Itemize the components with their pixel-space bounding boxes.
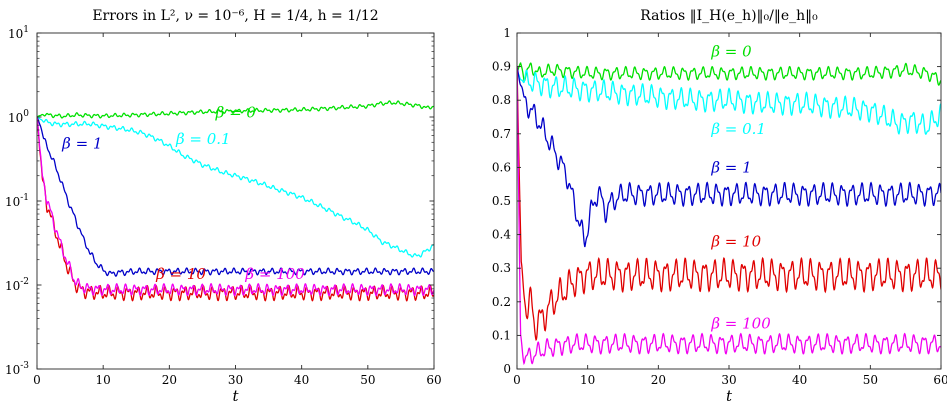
ratios-series-label-2: β = 1 (710, 158, 751, 176)
ratios-series-group (517, 62, 941, 366)
ratios-x-axis-label: t (726, 387, 733, 405)
errors-axes: 0 10 20 30 40 50 60 10-3 10-2 10-1 100 101 (5, 25, 442, 387)
ratios-y-tick-label-4: 0.4 (492, 228, 511, 242)
ratios-x-tick-label-6: 60 (933, 373, 947, 387)
errors-series-line-0 (37, 100, 434, 119)
ratios-axes: 0 10 20 30 40 50 60 0 0.1 0.2 0.3 0.4 0.5 0.6 0.7 0.8 0.… (492, 26, 947, 387)
errors-x-tick-label-1: 10 (96, 373, 111, 387)
errors-y-tick-label-0: 10-3 (5, 361, 29, 377)
errors-y-tick-label-4: 101 (8, 25, 29, 41)
errors-x-tick-label-3: 30 (228, 373, 243, 387)
ratios-series-label-4: β = 100 (710, 315, 771, 333)
errors-x-axis-label: t (232, 387, 239, 405)
errors-y-tick-label-1: 10-2 (5, 277, 29, 293)
ratios-series-line-0 (517, 62, 941, 86)
errors-series-line-3 (37, 116, 434, 302)
errors-y-tick-label-2: 10-1 (5, 193, 29, 209)
ratios-series-label-3: β = 10 (710, 232, 761, 250)
ratios-chart: Ratios ‖I_H(e_h)‖₀/‖e_h‖₀ t 0 10 20 30 40 50 6… (492, 8, 947, 405)
errors-series-label-4: β = 100 (244, 265, 305, 283)
ratios-x-tick-label-1: 10 (580, 373, 595, 387)
errors-series-group (37, 100, 434, 302)
ratios-y-tick-label-0: 0 (503, 362, 511, 376)
ratios-series-line-2 (517, 66, 941, 248)
ratios-series-label-0: β = 0 (710, 43, 752, 61)
errors-x-tick-label-5: 50 (360, 373, 375, 387)
errors-x-tick-label-4: 40 (294, 373, 309, 387)
ratios-y-tick-label-9: 0.9 (492, 60, 511, 74)
ratios-y-tick-label-7: 0.7 (492, 127, 511, 141)
errors-x-tick-label-2: 20 (162, 373, 177, 387)
errors-chart-title: Errors in L², ν = 10⁻⁶, H = 1/4, h = 1/1… (92, 8, 378, 24)
errors-series-line-4 (37, 116, 434, 297)
ratios-y-tick-label-8: 0.8 (492, 93, 511, 107)
ratios-y-tick-label-10: 1 (503, 26, 511, 40)
ratios-y-tick-label-2: 0.2 (492, 295, 511, 309)
ratios-y-tick-label-3: 0.3 (492, 261, 511, 275)
errors-series-label-1: β = 0.1 (175, 130, 231, 148)
ratios-series-line-1 (517, 69, 941, 136)
ratios-series-line-3 (517, 66, 941, 342)
errors-series-line-1 (37, 116, 434, 258)
ratios-y-tick-label-6: 0.6 (492, 160, 511, 174)
ratios-chart-title: Ratios ‖I_H(e_h)‖₀/‖e_h‖₀ (640, 8, 818, 24)
ratios-y-tick-label-5: 0.5 (492, 194, 511, 208)
ratios-x-tick-label-0: 0 (513, 373, 521, 387)
errors-series-label-0: β = 0 (215, 104, 257, 122)
errors-series-label-2: β = 1 (61, 135, 102, 153)
ratios-x-tick-label-2: 20 (651, 373, 666, 387)
ratios-series-labels: β = 0 β = 0.1 β = 1 β = 10 β = 100 (710, 43, 771, 333)
errors-series-line-2 (37, 116, 434, 277)
errors-series-label-3: β = 10 (155, 265, 206, 283)
errors-series-labels: β = 0 β = 0.1 β = 1 β = 10 β = 100 (61, 104, 305, 283)
errors-x-tick-label-6: 60 (426, 373, 441, 387)
errors-x-tick-label-0: 0 (33, 373, 41, 387)
errors-chart: Errors in L², ν = 10⁻⁶, H = 1/4, h = 1/1… (5, 8, 442, 405)
errors-y-tick-label-3: 100 (8, 109, 29, 125)
ratios-x-tick-label-5: 50 (863, 373, 878, 387)
ratios-x-tick-label-4: 40 (792, 373, 807, 387)
ratios-series-line-4 (517, 66, 941, 366)
ratios-y-tick-label-1: 0.1 (492, 328, 511, 342)
ratios-series-label-1: β = 0.1 (710, 120, 766, 138)
ratios-x-tick-label-3: 30 (721, 373, 736, 387)
errors-plot-area (37, 33, 434, 369)
